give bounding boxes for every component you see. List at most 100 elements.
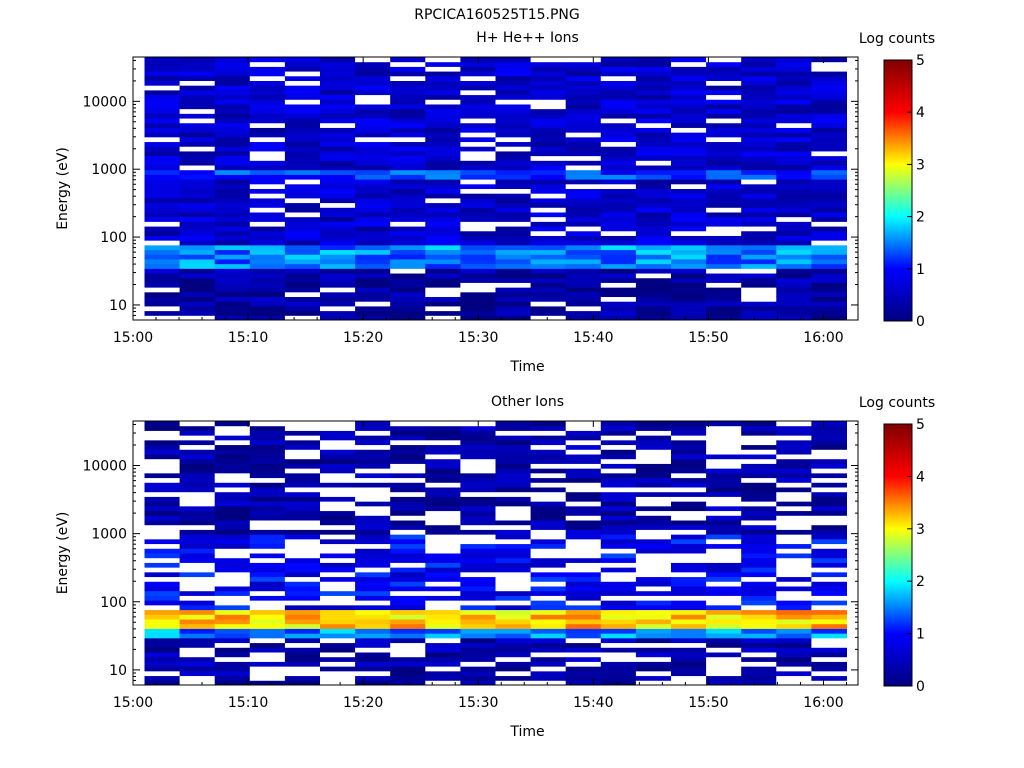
heatmap-cell [179,305,216,312]
heatmap-cell [671,600,707,606]
heatmap-cell [706,146,742,152]
heatmap-cell [565,538,602,545]
heatmap-cell [776,647,812,653]
heatmap-cell [635,132,672,138]
heatmap-cell [741,202,777,208]
heatmap-cell [355,141,391,147]
heatmap-cell [179,520,216,526]
heatmap-cell [144,430,181,436]
heatmap-cell [776,282,812,288]
heatmap-cell [706,315,742,321]
heatmap-cell [530,136,567,143]
heatmap-cell [355,179,391,185]
heatmap-cell [425,155,461,161]
heatmap-cell [144,496,181,502]
heatmap-cell [460,491,496,497]
heatmap-cell [776,609,812,615]
heatmap-cell [776,435,812,441]
heatmap-cell [565,425,602,431]
heatmap-cell [811,524,847,530]
heatmap-cell [390,557,426,563]
heatmap-cell [355,305,391,312]
heatmap-cell [741,571,777,578]
heatmap-cell [425,491,461,497]
heatmap-cell [671,472,707,479]
heatmap-cell [460,244,496,251]
heatmap-cell [355,421,391,427]
heatmap-cell [144,141,181,147]
heatmap-cell [144,258,181,265]
heatmap-cell [600,590,637,596]
heatmap-cell [284,244,321,251]
heatmap-cell [460,520,496,526]
heatmap-cell [460,174,496,180]
heatmap-cell [741,501,777,507]
heatmap-cell [565,619,602,625]
heatmap-cell [671,553,707,559]
heatmap-cell [530,680,567,686]
heatmap-cell [355,557,391,563]
heatmap-cell [179,421,216,427]
heatmap-cell [320,430,356,436]
heatmap-cell [144,277,181,283]
heatmap-cell [635,510,672,516]
heatmap-cell [390,305,426,312]
heatmap-cell [425,94,461,100]
heatmap-cell [214,557,251,563]
x-tick-label: 15:30 [458,330,498,346]
heatmap-cell [671,89,707,96]
heatmap-cell [635,183,672,189]
heatmap-cell [635,160,672,166]
heatmap-cell [320,211,356,218]
heatmap-cell [706,571,742,578]
heatmap-cell [284,496,321,502]
heatmap-cell [776,656,812,662]
heatmap-cell [214,524,251,530]
heatmap-cell [706,188,742,194]
heatmap-cell [214,268,251,274]
heatmap-cell [600,291,637,298]
heatmap-cell [179,458,216,464]
heatmap-cell [635,482,672,488]
heatmap-cell [635,449,672,455]
heatmap-cell [320,444,356,450]
heatmap-cell [635,609,672,615]
heatmap-cell [179,496,216,502]
heatmap-cell [460,305,496,312]
heatmap-cell [179,515,216,521]
heatmap-cell [811,174,847,180]
heatmap-cell [635,216,672,222]
heatmap-cell [179,179,216,185]
heatmap-cell [741,80,777,86]
heatmap-cell [671,538,707,545]
heatmap-cell [179,99,216,105]
heatmap-cell [530,553,567,559]
heatmap-cell [811,435,847,441]
heatmap-cell [495,122,532,128]
heatmap-cell [495,623,532,629]
heatmap-cell [495,529,532,535]
heatmap-cell [706,675,742,681]
heatmap-cell [776,633,812,639]
heatmap-cell [530,538,567,545]
heatmap-cell [565,510,602,516]
heatmap-cell [144,301,181,307]
heatmap-cell [144,444,181,450]
heatmap-cell [776,66,812,72]
heatmap-cell [390,291,426,298]
colorbar-tick-label: 4 [916,469,925,485]
heatmap-cell [811,520,847,526]
heatmap-cell [635,268,672,274]
heatmap-cell [390,193,426,199]
heatmap-cell [565,202,602,208]
heatmap-cell [460,439,496,446]
heatmap-cell [390,520,426,526]
heatmap-cell [671,211,707,218]
heatmap-cell [706,510,742,516]
heatmap-cell [390,623,426,629]
heatmap-cell [530,216,567,222]
heatmap-cell [460,619,496,625]
heatmap-cell [179,193,216,199]
heatmap-cell [530,230,567,236]
heatmap-cell [671,454,707,460]
